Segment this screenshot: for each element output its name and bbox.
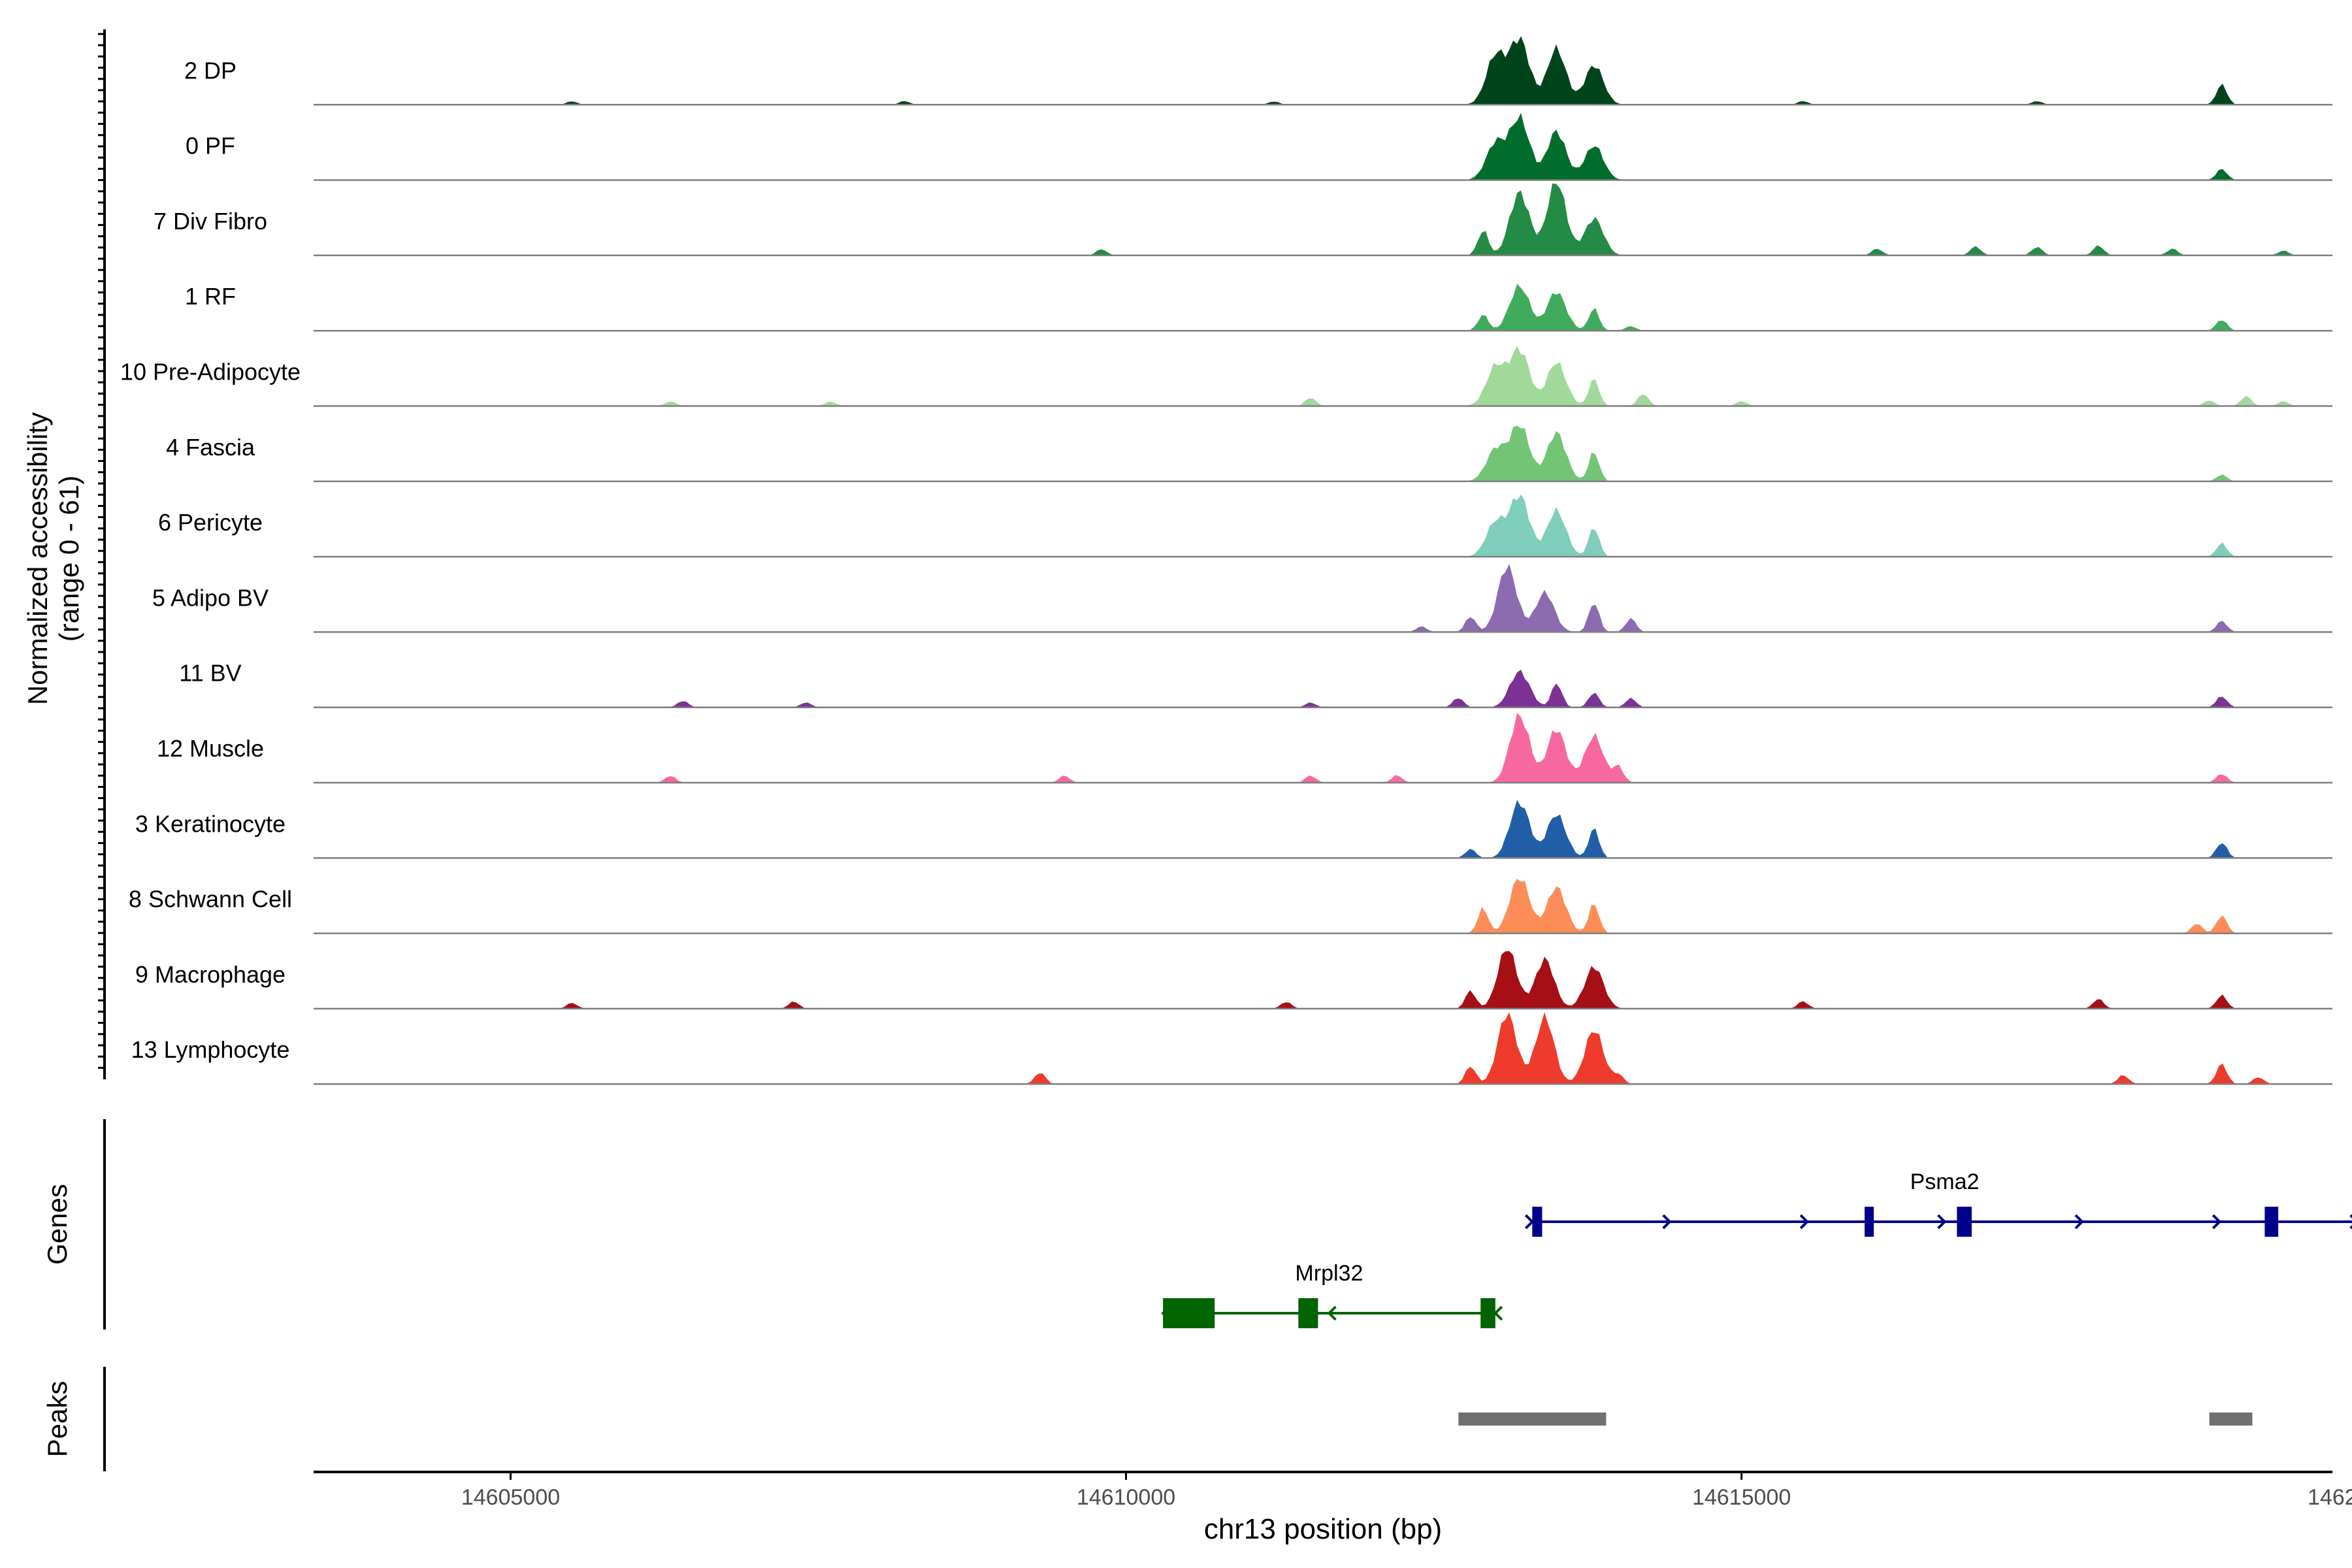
x-tick-label: 14610000 xyxy=(1077,1485,1175,1510)
track-label: 8 Schwann Cell xyxy=(129,886,292,913)
track-label: 11 BV xyxy=(179,660,241,687)
track-label: 6 Pericyte xyxy=(158,509,263,536)
track-3-keratinocyte: 3 Keratinocyte xyxy=(135,800,2332,859)
track-10-pre-adipocyte: 10 Pre-Adipocyte xyxy=(120,346,2332,407)
track-label: 7 Div Fibro xyxy=(154,208,267,235)
track-6-pericyte: 6 Pericyte xyxy=(158,494,2332,558)
gene-psma2: Psma2 xyxy=(1524,1169,2352,1237)
strand-arrow xyxy=(1662,1214,1672,1230)
exon xyxy=(1532,1207,1543,1237)
track-label: 2 DP xyxy=(184,57,237,84)
track-1-rf: 1 RF xyxy=(185,283,2332,332)
strand-arrow xyxy=(1799,1214,1809,1230)
track-label: 4 Fascia xyxy=(166,434,255,461)
gene-label: Mrpl32 xyxy=(1295,1261,1363,1286)
strand-arrow xyxy=(1327,1305,1337,1321)
track-label: 10 Pre-Adipocyte xyxy=(120,359,301,385)
coverage-y-axis xyxy=(98,29,106,1079)
exon xyxy=(1298,1298,1318,1328)
track-label: 9 Macrophage xyxy=(135,961,286,988)
track-2-dp: 2 DP xyxy=(184,36,2332,106)
track-0-pf: 0 PF xyxy=(186,112,2332,181)
strand-arrow xyxy=(2212,1214,2222,1230)
exon xyxy=(1480,1298,1495,1328)
x-axis-label: chr13 position (bp) xyxy=(1204,1513,1442,1545)
coverage-tracks: 2 DP 0 PF 7 Div Fibro 1 RF 10 Pre-Adipocyte 4… xyxy=(120,36,2332,1085)
peaks-track-label: Peaks xyxy=(42,1381,73,1458)
track-label: 12 Muscle xyxy=(157,735,264,762)
exon xyxy=(1865,1207,1874,1237)
track-label: 13 Lymphocyte xyxy=(131,1036,290,1063)
exon xyxy=(1957,1207,1972,1237)
x-tick-label: 14605000 xyxy=(461,1485,560,1510)
gene-label: Psma2 xyxy=(1910,1169,1980,1194)
x-axis-ticks: 14605000 14610000 14615000 14620000 xyxy=(461,1472,2352,1510)
x-tick-label: 14615000 xyxy=(1692,1485,1791,1510)
gene-mrpl32: Mrpl32 xyxy=(1161,1261,1503,1328)
peak-region xyxy=(1458,1413,1607,1426)
track-label: 1 RF xyxy=(185,283,236,310)
exon xyxy=(1163,1298,1215,1328)
track-9-macrophage: 9 Macrophage xyxy=(135,951,2332,1010)
exon xyxy=(2264,1207,2279,1237)
track-4-fascia: 4 Fascia xyxy=(166,425,2332,483)
track-label: 0 PF xyxy=(186,133,235,159)
track-label: 3 Keratinocyte xyxy=(135,810,286,837)
y-axis-label-line2: (range 0 - 61) xyxy=(54,476,84,642)
track-5-adipo-bv: 5 Adipo BV xyxy=(152,564,2332,633)
track-7-div-fibro: 7 Div Fibro xyxy=(154,183,2332,257)
peak-region xyxy=(2209,1413,2253,1426)
track-8-schwann-cell: 8 Schwann Cell xyxy=(129,879,2332,934)
track-label: 5 Adipo BV xyxy=(152,584,269,611)
gene-annotations: Psma2 Mrpl32 xyxy=(1161,1169,2352,1328)
track-11-bv: 11 BV xyxy=(179,660,2332,708)
genes-track-label: Genes xyxy=(42,1184,73,1265)
y-axis-label-line1: Normalized accessibility xyxy=(22,412,53,705)
x-tick-label: 14620000 xyxy=(2308,1485,2352,1510)
strand-arrow xyxy=(1937,1214,1947,1230)
strand-arrow xyxy=(2074,1214,2084,1230)
track-13-lymphocyte: 13 Lymphocyte xyxy=(131,1012,2332,1085)
track-12-muscle: 12 Muscle xyxy=(157,713,2332,784)
peak-regions xyxy=(1458,1413,2253,1426)
